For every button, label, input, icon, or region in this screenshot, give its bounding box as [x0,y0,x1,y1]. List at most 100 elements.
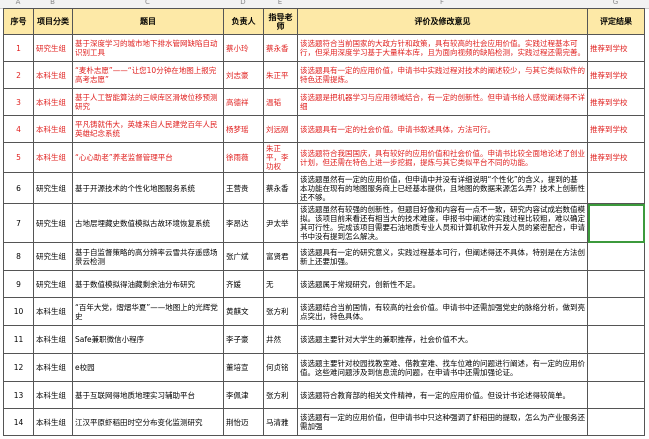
cell-title[interactable]: 古地层埋藏史数值模拟古故环境恢复系统 [72,203,224,243]
cell-leader[interactable]: 董培宣 [223,353,264,382]
cell-comment[interactable]: 该选题具有一定的应用价值，申请书中实践过程对技术的阐述较少，与其它类似软件的特色… [297,61,588,89]
cell-comment[interactable]: 该选题符合教育部的相关文件精神，有一定的应用价值。但设计书论述得较简单。 [297,381,588,409]
cell-title[interactable]: e校园 [72,353,224,382]
cell-no[interactable]: 14 [3,408,34,436]
cell-result[interactable]: 推荐到学校 [587,34,645,62]
cell-category[interactable]: 研究生组 [33,172,73,204]
cell-leader[interactable]: 王营贵 [223,172,264,204]
cell-category[interactable]: 研究生组 [33,203,73,243]
header-category[interactable]: 项目分类 [33,8,73,35]
cell-advisor[interactable]: 朱正平 [263,61,298,89]
cell-category[interactable]: 本科生组 [33,408,73,436]
header-advisor[interactable]: 指导老师 [263,8,298,35]
cell-title[interactable]: 平凡铸就伟大，英雄来自人民建党百年人民英雄纪念系统 [72,115,224,143]
cell-result[interactable] [587,172,645,204]
cell-category[interactable]: 研究生组 [33,242,73,271]
cell-title[interactable]: “心心助老”养老监督管理平台 [72,142,224,173]
cell-leader[interactable]: 蔡小玲 [223,34,264,62]
cell-comment[interactable]: 该选题虽然有一定的应用价值，但申请中并没有详细说明“个性化”的含义，提到的基本功… [297,172,588,204]
cell-leader[interactable]: 刘志豪 [223,61,264,89]
cell-leader[interactable]: 高德祥 [223,88,264,116]
cell-comment[interactable]: 该选题有一定的应用价值，但申请书中只这种强调了虾稻田的提取，怎么为产业服务还需加… [297,408,588,436]
cell-result[interactable]: 推荐到学校 [587,61,645,89]
cell-advisor[interactable]: 富贤君 [263,242,298,271]
header-result[interactable]: 评定结果 [587,8,645,35]
column-letter[interactable]: D [240,0,246,6]
cell-title[interactable]: Safe兼职微信小程序 [72,325,224,354]
cell-category[interactable]: 本科生组 [33,115,73,143]
cell-comment[interactable]: 该选题符合当前国家的大政方针和政策，具有较高的社会应用价值。实践过程基本可行，但… [297,34,588,62]
cell-leader[interactable]: 张广斌 [223,242,264,271]
cell-category[interactable]: 研究生组 [33,270,73,298]
cell-leader[interactable]: 李昂达 [223,203,264,243]
cell-comment[interactable]: 该选题具有一定的社会价值。申请书叙述具体，方法可行。 [297,115,588,143]
cell-title[interactable]: 基于互联网得地质地理实习辅助平台 [72,381,224,409]
cell-leader[interactable]: 李子豪 [223,325,264,354]
cell-title[interactable]: 基于人工智能算法的三峡库区滑坡位移预测研究 [72,88,224,116]
cell-title[interactable]: “百年大党，熠熠华夏”——地图上的光辉党史 [72,297,224,326]
cell-advisor[interactable]: 张方利 [263,297,298,326]
column-letter[interactable]: G [612,0,619,6]
cell-category[interactable]: 本科生组 [33,381,73,409]
cell-no[interactable]: 8 [3,242,34,271]
cell-result[interactable] [587,353,645,382]
cell-leader[interactable]: 黄麒文 [223,297,264,326]
cell-comment[interactable]: 该选题符合我国国庆，具有较好的应用价值和社会价值。申请书比较全面地论述了创业计划… [297,142,588,173]
cell-result[interactable]: 推荐到学校 [587,115,645,143]
cell-result[interactable]: 推荐到学校 [587,88,645,116]
cell-advisor[interactable]: 何贞铭 [263,353,298,382]
cell-result[interactable] [587,203,645,243]
cell-comment[interactable]: 该选题是把机器学习与应用领域结合，有一定的创新性。但申请书给人感觉阐述得不详细 [297,88,588,116]
cell-advisor[interactable]: 朱正平，李功权 [263,142,298,173]
column-letter[interactable]: A [15,0,21,6]
cell-no[interactable]: 9 [3,270,34,298]
cell-no[interactable]: 12 [3,353,34,382]
cell-category[interactable]: 本科生组 [33,297,73,326]
column-letter[interactable]: B [50,0,55,6]
cell-advisor[interactable]: 蔡永香 [263,172,298,204]
cell-advisor[interactable]: 温韬 [263,88,298,116]
cell-no[interactable]: 4 [3,115,34,143]
cell-no[interactable]: 13 [3,381,34,409]
cell-comment[interactable]: 该选题主要针对校园找教室难、借教室难、找车位难的问题进行阐述，有一定的应用价值。… [297,353,588,382]
cell-title[interactable]: 基于开源技术的个性化地图服务系统 [72,172,224,204]
header-no[interactable]: 序号 [3,8,34,35]
cell-no[interactable]: 2 [3,61,34,89]
cell-no[interactable]: 10 [3,297,34,326]
cell-title[interactable]: 江汉平原虾稻田时空分布变化监测研究 [72,408,224,436]
column-letter[interactable]: F [439,0,445,6]
cell-leader[interactable]: 齐媛 [223,270,264,298]
cell-advisor[interactable]: 刘远刚 [263,115,298,143]
cell-advisor[interactable]: 蔡永香 [263,34,298,62]
cell-category[interactable]: 本科生组 [33,353,73,382]
cell-no[interactable]: 6 [3,172,34,204]
cell-leader[interactable]: 荆怡迈 [223,408,264,436]
cell-advisor[interactable]: 无 [263,270,298,298]
cell-result[interactable]: 推荐到学校 [587,142,645,173]
header-comment[interactable]: 评价及修改意见 [297,8,588,35]
cell-advisor[interactable]: 张方利 [263,381,298,409]
column-letter[interactable]: C [145,0,150,6]
cell-category[interactable]: 本科生组 [33,61,73,89]
cell-category[interactable]: 研究生组 [33,34,73,62]
header-leader[interactable]: 负责人 [223,8,264,35]
cell-result[interactable] [587,297,645,326]
cell-result[interactable] [587,270,645,298]
cell-category[interactable]: 本科生组 [33,88,73,116]
cell-result[interactable] [587,381,645,409]
cell-title[interactable]: 基于数值模拟得油藏剩余油分布研究 [72,270,224,298]
cell-advisor[interactable]: 井然 [263,325,298,354]
cell-advisor[interactable]: 尹太举 [263,203,298,243]
column-letter[interactable]: E [277,0,283,6]
cell-no[interactable]: 1 [3,34,34,62]
cell-comment[interactable]: 该选题具有一定的研究意义，实践过程基本可行，但阐述得还不具体，特别是在方法创新上… [297,242,588,271]
cell-result[interactable] [587,242,645,271]
cell-no[interactable]: 11 [3,325,34,354]
cell-no[interactable]: 3 [3,88,34,116]
cell-result[interactable] [587,408,645,436]
cell-leader[interactable]: 李佩津 [223,381,264,409]
cell-comment[interactable]: 该选题虽然有较强的创新性，但题目好像和内容有一点不一致，研究内容试成岩数值模拟。… [297,203,588,243]
header-title[interactable]: 题目 [72,8,224,35]
cell-leader[interactable]: 杨梦瑶 [223,115,264,143]
cell-comment[interactable]: 该选题主要针对大学生的兼职推荐，社会价值不大。 [297,325,588,354]
